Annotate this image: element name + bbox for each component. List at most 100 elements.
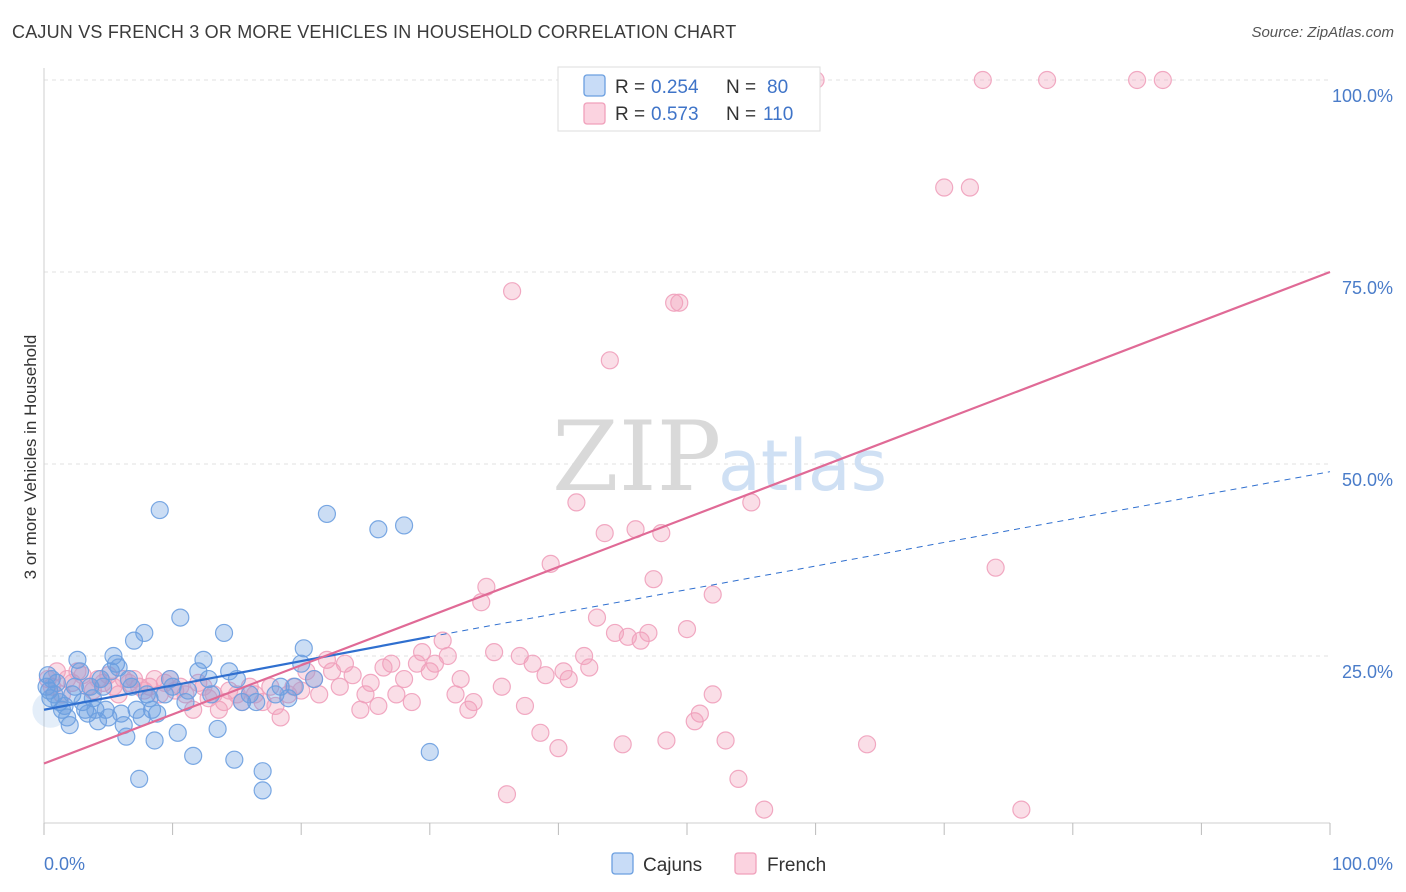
french-point [549,739,568,758]
french-point [310,685,329,704]
cajun-point [247,692,266,712]
french-point [412,643,432,662]
french-point [935,178,954,197]
french-point [644,570,663,589]
stats-legend: R = 0.254 N = 80 R = 0.573 N = 110 [557,66,821,132]
french-point [438,646,457,666]
french-point [351,700,370,719]
cajun-point [225,750,244,769]
french-point [703,685,722,704]
cajun-point [253,781,272,800]
legend-swatch-french [583,102,606,125]
cajun-point [122,677,141,696]
french-point [755,800,774,819]
cajun-point [394,516,414,535]
french-point [639,623,658,643]
french-point [677,620,697,639]
cajun-trend-line [43,635,431,711]
legend-swatch-cajuns [583,74,606,97]
grid-lines [44,79,1330,657]
french-point [515,696,535,716]
french-point [595,524,614,543]
french-point [703,585,722,604]
french-point [492,677,511,696]
french-point [857,735,877,754]
cajun-point [194,650,213,669]
french-point [446,685,465,704]
french-point [1127,70,1147,90]
cajun-point [208,719,227,739]
french-point [1153,70,1172,90]
y-tick-label-1: 50.0% [1342,470,1393,490]
y-axis-label: 3 or more Vehicles in Household [21,335,40,580]
chart-title: CAJUN VS FRENCH 3 OR MORE VEHICLES IN HO… [12,22,737,42]
legend-r-label-french: R = [615,104,645,125]
bottom-legend-label-french: French [767,855,826,876]
french-point [690,704,709,723]
french-point [973,70,992,90]
x-tick-labels: 0.0% 100.0% [44,854,1393,874]
french-point [1037,70,1057,90]
french-point [613,735,632,754]
french-point [356,685,375,704]
cajun-point [253,762,272,781]
y-tick-label-3: 100.0% [1332,86,1393,106]
cajun-point [184,746,203,765]
french-point [536,666,555,685]
trend-lines [43,270,1331,765]
french-point [523,654,542,673]
french-point [382,654,401,673]
x-tick-label-1: 100.0% [1332,854,1393,874]
french-point [986,558,1005,577]
bottom-legend-swatch-french [734,852,757,875]
french-point [451,669,470,689]
french-point [960,178,980,197]
french-point [657,731,676,750]
french-point [1012,800,1031,819]
french-point [567,493,586,512]
cajun-point [81,677,100,696]
series-legend: Cajuns French [611,852,826,876]
french-trend-line [43,270,1331,765]
french-point [369,696,388,716]
cajun-point [214,623,234,643]
cajun-point [317,504,337,524]
cajun-point [135,623,154,643]
french-point [387,685,406,704]
french-point [271,708,290,727]
french-point [559,669,578,689]
french-point [665,293,684,312]
cajun-points [32,500,439,800]
french-point [503,282,522,301]
legend-n-label-cajuns: N = [726,77,756,98]
cajun-point [130,769,149,788]
cajun-point [38,666,57,685]
french-point [497,785,517,804]
french-point [587,608,607,627]
french-point [531,723,550,742]
cajun-point [124,631,144,650]
cajun-trend-extension [429,471,1331,638]
cajun-point [109,658,128,677]
legend-r-label-cajuns: R = [615,77,645,98]
bottom-legend-label-cajuns: Cajuns [643,855,702,876]
x-tick-label-0: 0.0% [44,854,85,874]
french-point [402,692,421,712]
french-point [716,731,735,750]
cajun-point [168,723,187,742]
legend-n-value-cajuns: 80 [767,77,788,98]
cajun-point [294,639,313,658]
french-point [580,658,599,677]
cajun-point [171,608,190,627]
french-point [330,677,349,696]
y-tick-label-0: 25.0% [1342,662,1393,682]
cajun-cluster-point [32,691,69,728]
cajun-point [65,677,84,696]
cajun-point [232,692,252,712]
cajun-point [145,731,164,750]
cajun-point [285,677,304,696]
french-point [343,666,362,685]
cajun-point [94,677,113,696]
cajun-point [150,500,169,520]
